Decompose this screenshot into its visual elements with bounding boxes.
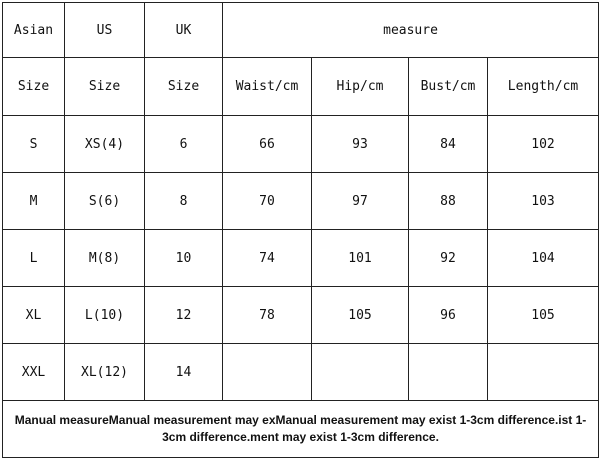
header-uk: UK <box>144 2 223 58</box>
table-cell: 6 <box>144 115 223 173</box>
header-row: Asian US UK measure <box>2 2 600 58</box>
subheader-cell: Bust/cm <box>408 57 488 116</box>
table-cell: 102 <box>486 115 600 173</box>
table-row: M S(6) 8 70 97 88 103 <box>2 172 600 230</box>
table-cell: 101 <box>311 229 409 287</box>
table-cell: 105 <box>311 286 409 344</box>
table-cell: 96 <box>408 286 488 344</box>
table-cell: 14 <box>144 343 223 401</box>
subheader-cell: Size <box>2 57 65 116</box>
table-cell: L(10) <box>64 286 145 344</box>
table-cell: 97 <box>311 172 409 230</box>
subheader-row: Size Size Size Waist/cm Hip/cm Bust/cm L… <box>2 57 600 116</box>
table-cell: 104 <box>486 229 600 287</box>
table-row: XXL XL(12) 14 <box>2 343 600 401</box>
table-cell: 93 <box>311 115 409 173</box>
table-cell: 78 <box>222 286 312 344</box>
table-cell: 88 <box>408 172 488 230</box>
table-cell: M <box>2 172 65 230</box>
header-asian: Asian <box>2 2 65 58</box>
table-row: XL L(10) 12 78 105 96 105 <box>2 286 600 344</box>
header-measure: measure <box>221 2 600 58</box>
table-cell: 105 <box>486 286 600 344</box>
table-row: L M(8) 10 74 101 92 104 <box>2 229 600 287</box>
table-cell: 84 <box>408 115 488 173</box>
table-cell: S <box>2 115 65 173</box>
table-cell <box>311 343 409 401</box>
table-cell: S(6) <box>64 172 145 230</box>
table-cell: XXL <box>2 343 65 401</box>
table-cell <box>222 343 312 401</box>
table-cell: M(8) <box>64 229 145 287</box>
subheader-cell: Length/cm <box>486 57 600 116</box>
table-cell: 70 <box>222 172 312 230</box>
subheader-cell: Waist/cm <box>222 57 312 116</box>
table-cell: 12 <box>144 286 223 344</box>
subheader-cell: Hip/cm <box>311 57 409 116</box>
table-row: S XS(4) 6 66 93 84 102 <box>2 115 600 173</box>
table-cell: XL(12) <box>64 343 145 401</box>
table-cell: 10 <box>144 229 223 287</box>
note-row: Manual measureManual measurement may exM… <box>1 400 600 458</box>
measurement-note: Manual measureManual measurement may exM… <box>1 400 600 458</box>
subheader-cell: Size <box>144 57 223 116</box>
table-cell <box>486 343 600 401</box>
table-cell: 92 <box>408 229 488 287</box>
table-cell: 74 <box>222 229 312 287</box>
table-cell <box>408 343 488 401</box>
table-cell: 103 <box>486 172 600 230</box>
table-cell: 8 <box>144 172 223 230</box>
header-us: US <box>64 2 145 58</box>
table-cell: L <box>2 229 65 287</box>
subheader-cell: Size <box>64 57 145 116</box>
table-cell: XL <box>2 286 65 344</box>
table-cell: XS(4) <box>64 115 145 173</box>
table-cell: 66 <box>222 115 312 173</box>
